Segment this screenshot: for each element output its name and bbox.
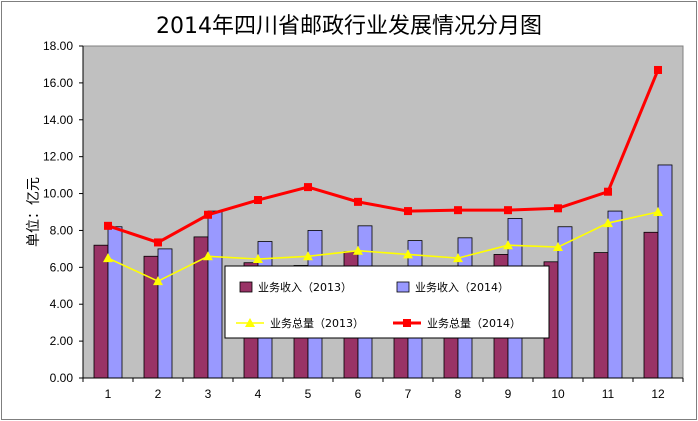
y-axis: 0.00 2.00 4.00 6.00 8.00 10.00 12.00 14.00 16.00… [43,39,83,385]
y-tick-label: 10.00 [43,187,73,201]
point-2013-2 [153,276,163,286]
point-2013-10 [553,242,563,252]
legend: 业务收入（2013） 业务收入（2014） 业务总量（2013） 业务总量（2014） [224,265,550,339]
bar-2014-12 [657,164,673,379]
line-volume-2014 [107,69,660,245]
point-2013-6 [353,245,363,255]
x-tick-label: 7 [405,387,412,401]
point-2013-4 [253,254,263,264]
y-axis-label: 单位：亿元 [26,177,42,247]
chart-title: 2014年四川省邮政行业发展情况分月图 [156,14,542,39]
point-2014-7 [404,207,412,216]
point-2014-10 [554,204,562,213]
x-tick-label: 12 [651,387,665,401]
point-2013-1 [103,253,113,263]
legend-marker [245,318,255,327]
point-2014-4 [254,196,262,205]
point-2014-8 [454,206,462,215]
point-2014-6 [354,197,362,206]
y-tick-label: 4.00 [50,297,74,311]
x-tick-label: 8 [455,387,462,401]
y-tick-label: 0.00 [50,371,74,385]
y-tick-label: 18.00 [43,39,73,53]
x-tick-label: 6 [355,387,362,401]
x-tick-label: 10 [551,387,565,401]
point-2013-7 [403,249,413,259]
legend-label: 业务收入（2014） [415,280,509,294]
bar-2013-2 [143,255,159,379]
legend-swatch [239,281,253,293]
y-tick-label: 12.00 [43,150,73,164]
legend-label: 业务收入（2013） [258,280,352,294]
point-2013-8 [453,253,463,263]
bar-2014-1 [107,226,123,379]
point-2013-9 [503,240,513,250]
point-2013-11 [603,218,613,228]
point-2014-12 [654,65,662,74]
x-axis: 1 2 3 4 5 6 7 8 9 10 11 12 [82,378,684,401]
bar-2013-11 [593,252,609,379]
point-2013-12 [653,207,663,216]
bar-2014-11 [607,210,623,379]
point-2013-3 [203,251,213,261]
bar-2014-2 [157,248,173,379]
x-tick-label: 4 [255,387,262,401]
point-2014-11 [604,187,612,196]
legend-box [224,265,550,339]
point-2013-5 [303,251,313,261]
x-tick-label: 2 [155,387,162,401]
lines-group [103,65,663,286]
point-2014-5 [304,183,312,192]
axes-lines [82,46,683,379]
bar-2013-1 [93,244,109,379]
point-2014-9 [504,206,512,215]
x-tick-label: 3 [205,387,212,401]
y-tick-label: 2.00 [50,334,74,348]
y-tick-label: 8.00 [50,223,74,237]
legend-marker [403,319,411,327]
y-tick-label: 6.00 [50,260,74,274]
x-tick-label: 11 [602,387,615,401]
y-tick-label: 14.00 [43,113,73,127]
legend-label: 业务总量（2014） [427,316,521,330]
bar-2014-3 [207,210,223,379]
bar-2013-12 [643,231,659,379]
legend-label: 业务总量（2013） [270,316,364,330]
point-2014-2 [154,238,162,247]
x-tick-label: 9 [505,387,512,401]
x-tick-label: 5 [305,387,312,401]
line-volume-2013 [107,211,659,283]
y-tick-label: 16.00 [43,76,73,90]
x-tick-label: 1 [105,387,112,401]
point-2014-1 [104,221,112,230]
legend-swatch [396,281,410,293]
point-2014-3 [204,210,212,219]
